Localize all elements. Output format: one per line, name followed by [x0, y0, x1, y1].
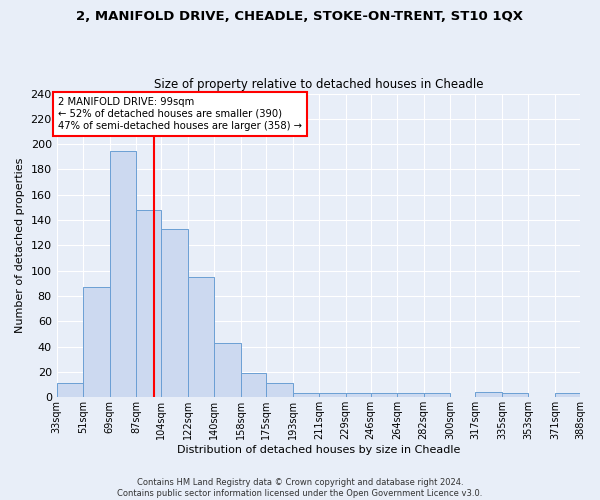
- Bar: [293, 394, 319, 398]
- Title: Size of property relative to detached houses in Cheadle: Size of property relative to detached ho…: [154, 78, 483, 91]
- Bar: [475, 392, 502, 398]
- X-axis label: Distribution of detached houses by size in Cheadle: Distribution of detached houses by size …: [176, 445, 460, 455]
- Bar: [110, 150, 136, 398]
- Text: 2, MANIFOLD DRIVE, CHEADLE, STOKE-ON-TRENT, ST10 1QX: 2, MANIFOLD DRIVE, CHEADLE, STOKE-ON-TRE…: [77, 10, 523, 23]
- Bar: [319, 394, 346, 398]
- Bar: [83, 287, 110, 398]
- Bar: [371, 394, 397, 398]
- Bar: [346, 394, 371, 398]
- Bar: [424, 394, 450, 398]
- Bar: [241, 373, 266, 398]
- Text: 2 MANIFOLD DRIVE: 99sqm
← 52% of detached houses are smaller (390)
47% of semi-d: 2 MANIFOLD DRIVE: 99sqm ← 52% of detache…: [58, 98, 302, 130]
- Bar: [136, 210, 161, 398]
- Bar: [397, 394, 424, 398]
- Bar: [161, 229, 188, 398]
- Bar: [266, 384, 293, 398]
- Y-axis label: Number of detached properties: Number of detached properties: [15, 158, 25, 333]
- Text: Contains HM Land Registry data © Crown copyright and database right 2024.
Contai: Contains HM Land Registry data © Crown c…: [118, 478, 482, 498]
- Bar: [214, 343, 241, 398]
- Bar: [56, 384, 83, 398]
- Bar: [502, 394, 529, 398]
- Bar: [555, 394, 580, 398]
- Bar: [188, 277, 214, 398]
